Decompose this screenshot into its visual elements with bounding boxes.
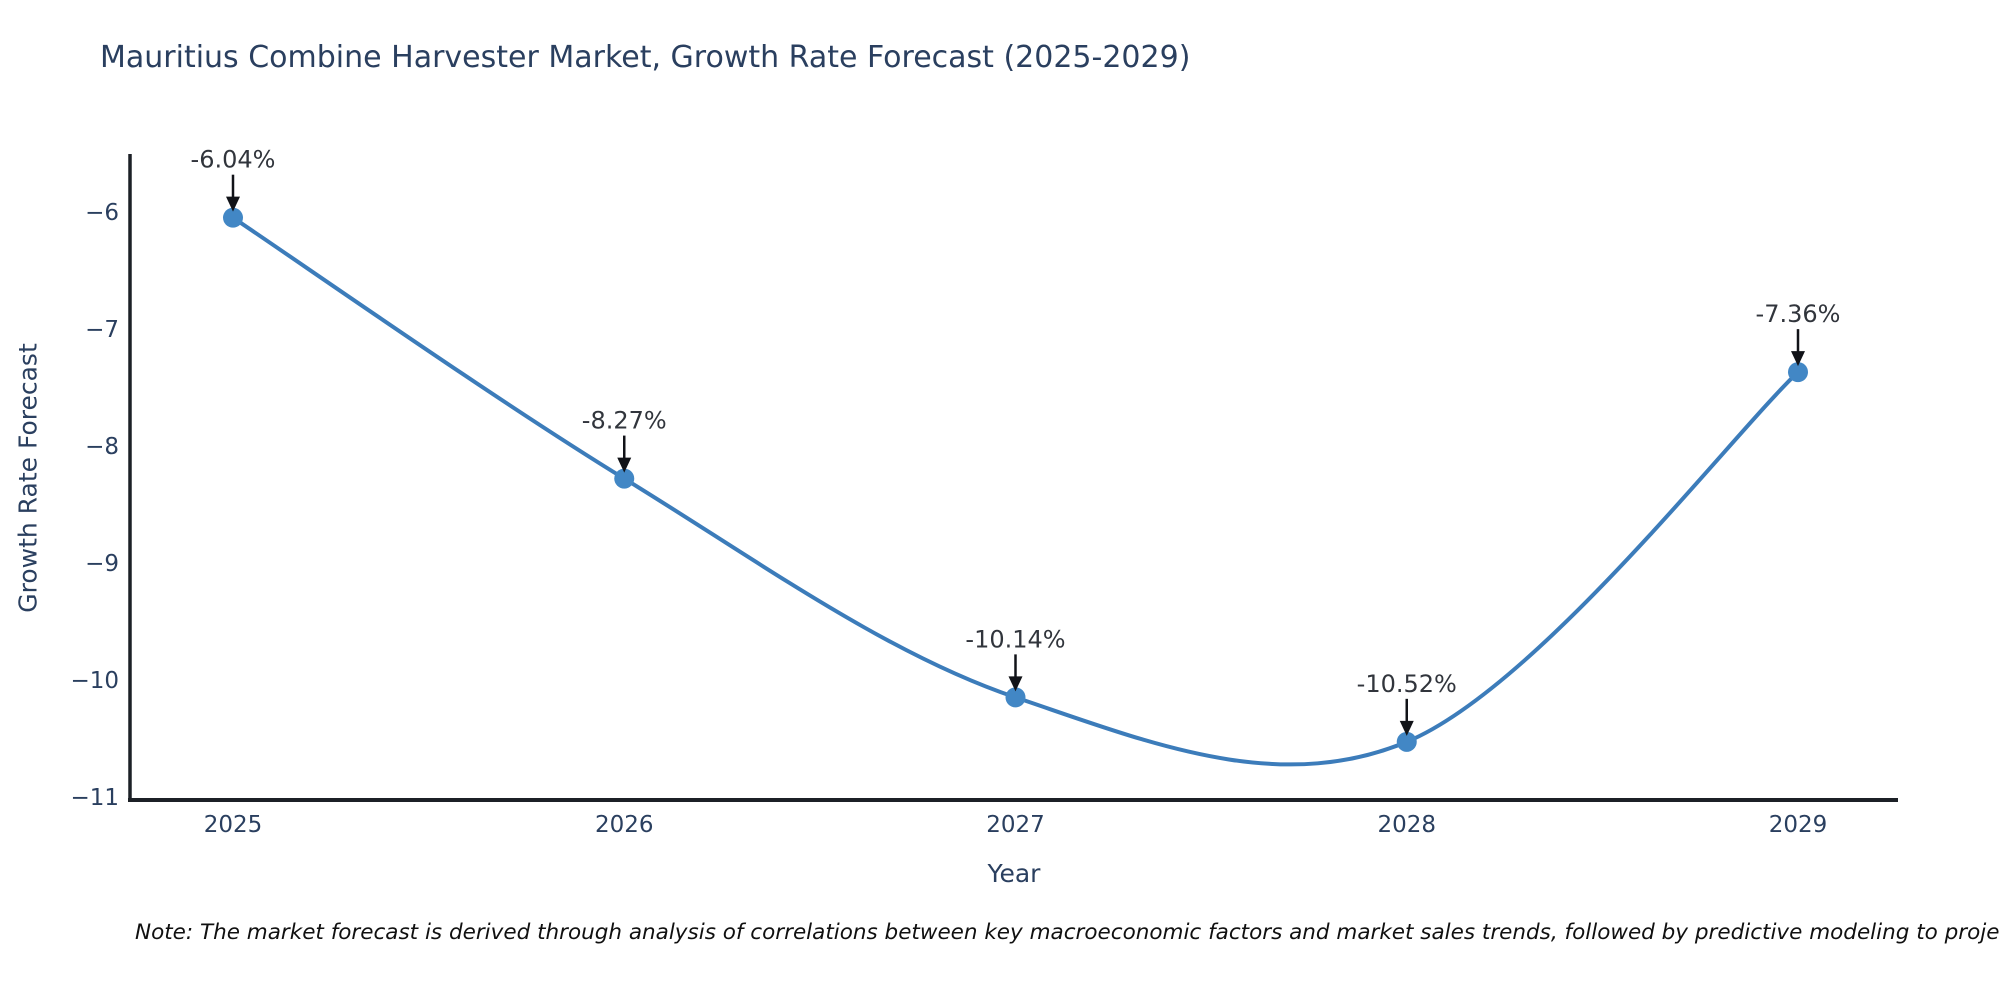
annotation-label: -10.52% [1357,670,1457,698]
annotation-label: -7.36% [1756,300,1841,328]
data-point-marker [1396,731,1417,752]
annotation-label: -8.27% [582,407,667,435]
x-tick-label: 2028 [1377,812,1436,838]
y-tick-label: −8 [85,434,119,460]
x-tick-label: 2025 [204,812,263,838]
y-tick-label: −9 [85,551,119,577]
x-tick-label: 2026 [595,812,654,838]
x-tick-label: 2029 [1769,812,1828,838]
annotation-arrowhead-icon [1791,351,1805,367]
annotation-arrowhead-icon [226,196,240,212]
y-tick-label: −6 [85,200,119,226]
annotation-arrowhead-icon [1399,720,1414,736]
y-tick-label: −7 [85,317,119,343]
data-point-marker [614,468,635,489]
data-point-marker [223,207,243,228]
x-tick-label: 2027 [986,812,1045,838]
footnote: Note: The market forecast is derived thr… [135,920,2000,945]
y-tick-label: −11 [70,785,119,811]
data-point-marker [1005,687,1026,708]
data-point-marker [1788,362,1808,383]
y-tick-label: −10 [70,668,119,694]
annotation-label: -6.04% [191,146,276,174]
x-axis-title: Year [987,859,1041,888]
annotation-arrowhead-icon [1008,676,1023,692]
annotation-arrowhead-icon [617,457,632,473]
annotation-label: -10.14% [965,625,1065,653]
chart-title: Mauritius Combine Harvester Market, Grow… [100,40,1191,75]
